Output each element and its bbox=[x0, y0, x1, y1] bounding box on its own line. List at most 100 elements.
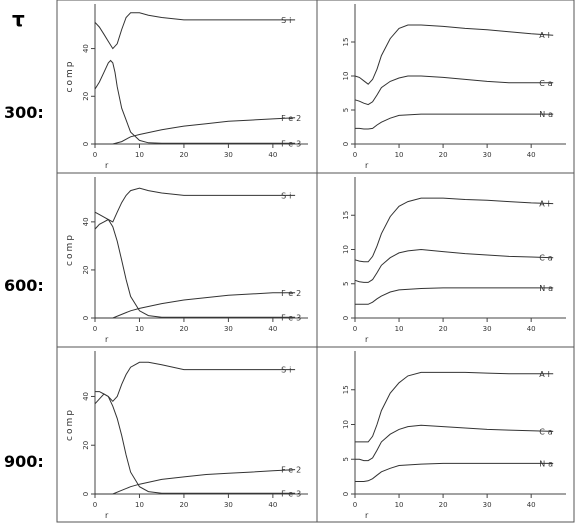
series-label-si: Si bbox=[281, 366, 294, 375]
y-tick-label: 5 bbox=[342, 282, 350, 286]
series-line-ca bbox=[355, 424, 554, 462]
x-tick-label: 20 bbox=[179, 325, 188, 333]
y-tick-label: 5 bbox=[342, 457, 350, 461]
series-label-fe2: Fe2 bbox=[281, 466, 304, 475]
series-label-ca: Ca bbox=[539, 254, 556, 263]
y-tick-label: 15 bbox=[342, 38, 350, 47]
y-tick-label: 0 bbox=[342, 316, 350, 320]
x-tick-label: 40 bbox=[268, 501, 277, 509]
x-tick-label: 10 bbox=[135, 501, 144, 509]
x-tick-label: 30 bbox=[483, 501, 492, 509]
series-line-fe3 bbox=[95, 391, 296, 494]
x-tick-label: 30 bbox=[224, 325, 233, 333]
series-line-al bbox=[354, 197, 554, 263]
chart-panels: 0 10 20 30 40 0 20 40 comp r Si Fe2 Fe3 0 10 20 30 40 0 5 10… bbox=[56, 0, 575, 523]
panel-1-2: 0 10 20 30 40 0 5 10 15 r Al Ca Na bbox=[342, 4, 566, 170]
x-tick-label: 40 bbox=[268, 151, 277, 159]
x-tick-label: 10 bbox=[135, 325, 144, 333]
x-tick-label: 10 bbox=[395, 325, 404, 333]
series-label-ca: Ca bbox=[539, 79, 556, 88]
y-tick-label: 10 bbox=[342, 245, 350, 254]
x-tick-label: 20 bbox=[439, 501, 448, 509]
series-label-ca: Ca bbox=[539, 427, 556, 436]
series-line-si bbox=[94, 12, 296, 50]
series-label-fe3: Fe3 bbox=[281, 489, 304, 498]
x-tick-label: 20 bbox=[179, 501, 188, 509]
series-line-si bbox=[94, 361, 296, 405]
x-axis-label: r bbox=[105, 335, 109, 344]
y-tick-label: 10 bbox=[342, 420, 350, 429]
x-tick-label: 0 bbox=[93, 151, 97, 159]
y-axis-label: comp bbox=[65, 408, 75, 441]
x-axis-label: r bbox=[365, 161, 369, 170]
panel-3-2: 0 10 20 30 40 0 5 10 15 r Al Ca Na bbox=[342, 351, 566, 520]
series-line-al bbox=[355, 371, 554, 443]
panel-1-1: 0 10 20 30 40 0 20 40 comp r Si Fe2 Fe3 bbox=[65, 4, 308, 170]
series-label-al: Al bbox=[539, 200, 553, 209]
x-tick-label: 30 bbox=[483, 325, 492, 333]
series-line-ca bbox=[354, 75, 554, 106]
series-label-fe2: Fe2 bbox=[281, 289, 304, 298]
x-tick-label: 20 bbox=[439, 151, 448, 159]
x-tick-label: 40 bbox=[527, 151, 536, 159]
series-label-si: Si bbox=[281, 191, 294, 200]
y-tick-label: 0 bbox=[342, 142, 350, 146]
y-tick-label: 20 bbox=[82, 92, 90, 101]
series-line-fe2 bbox=[95, 292, 296, 319]
x-tick-label: 40 bbox=[527, 325, 536, 333]
x-tick-label: 10 bbox=[395, 501, 404, 509]
y-tick-label: 40 bbox=[82, 44, 90, 53]
series-label-na: Na bbox=[539, 459, 556, 468]
y-tick-label: 20 bbox=[82, 441, 90, 450]
x-tick-label: 10 bbox=[135, 151, 144, 159]
y-tick-label: 40 bbox=[82, 392, 90, 401]
x-tick-label: 30 bbox=[483, 151, 492, 159]
figure-frame bbox=[56, 0, 575, 523]
x-tick-label: 30 bbox=[224, 151, 233, 159]
series-label-fe3: Fe3 bbox=[281, 139, 304, 148]
row-label-900: 900: bbox=[4, 452, 44, 471]
series-label-fe2: Fe2 bbox=[281, 114, 304, 123]
x-tick-label: 0 bbox=[93, 501, 97, 509]
row-label-600: 600: bbox=[4, 276, 44, 295]
series-line-al bbox=[354, 24, 554, 85]
x-tick-label: 40 bbox=[268, 325, 277, 333]
x-tick-label: 0 bbox=[353, 501, 357, 509]
y-tick-label: 40 bbox=[82, 217, 90, 226]
series-line-fe2 bbox=[95, 469, 296, 495]
series-label-si: Si bbox=[281, 16, 294, 25]
x-tick-label: 10 bbox=[395, 151, 404, 159]
series-label-al: Al bbox=[539, 31, 553, 40]
x-tick-label: 0 bbox=[93, 325, 97, 333]
y-tick-label: 20 bbox=[82, 265, 90, 274]
panel-2-2: 0 10 20 30 40 0 5 10 15 r Al Ca Na bbox=[342, 177, 566, 344]
x-axis-label: r bbox=[365, 511, 369, 520]
row-label-300: 300: bbox=[4, 103, 44, 122]
series-label-na: Na bbox=[539, 284, 556, 293]
y-tick-label: 0 bbox=[342, 492, 350, 496]
x-tick-label: 0 bbox=[353, 151, 357, 159]
y-tick-label: 0 bbox=[82, 142, 90, 146]
y-tick-label: 0 bbox=[82, 492, 90, 496]
y-tick-label: 5 bbox=[342, 108, 350, 112]
x-tick-label: 40 bbox=[527, 501, 536, 509]
series-line-si bbox=[94, 187, 296, 230]
series-label-fe3: Fe3 bbox=[281, 313, 304, 322]
panel-3-1: 0 10 20 30 40 0 20 40 comp r Si Fe2 Fe3 bbox=[65, 351, 308, 520]
series-line-na bbox=[355, 462, 554, 482]
series-line-na bbox=[355, 287, 554, 305]
y-tick-label: 15 bbox=[342, 211, 350, 220]
x-tick-label: 30 bbox=[224, 501, 233, 509]
y-tick-label: 10 bbox=[342, 72, 350, 81]
x-tick-label: 0 bbox=[353, 325, 357, 333]
series-line-na bbox=[355, 113, 554, 130]
y-axis-label: comp bbox=[65, 233, 75, 266]
y-tick-label: 15 bbox=[342, 385, 350, 394]
x-tick-label: 20 bbox=[179, 151, 188, 159]
x-axis-label: r bbox=[105, 161, 109, 170]
series-label-na: Na bbox=[539, 110, 556, 119]
panel-2-1: 0 10 20 30 40 0 20 40 comp r Si Fe2 Fe3 bbox=[65, 177, 308, 344]
tau-label: τ bbox=[12, 7, 25, 31]
y-axis-label: comp bbox=[65, 60, 75, 93]
